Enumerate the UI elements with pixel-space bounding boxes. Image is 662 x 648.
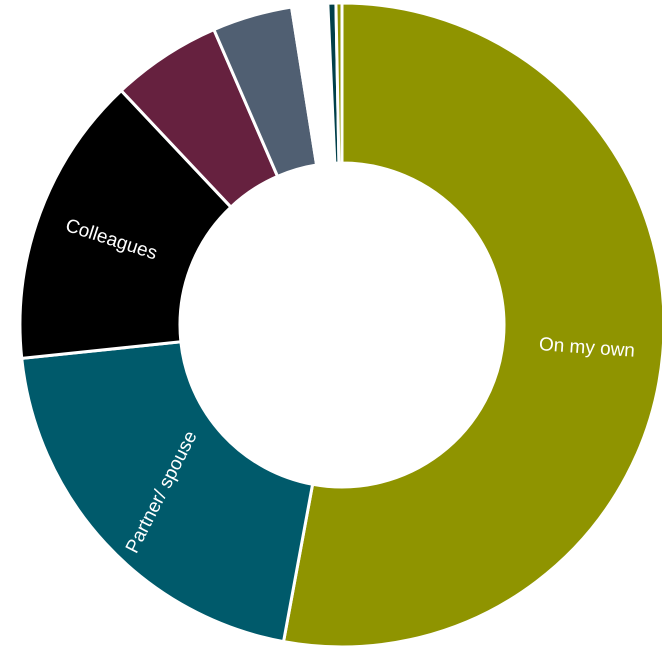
donut-slice-colleagues (18, 88, 234, 361)
donut-slice-partner-spouse (20, 340, 315, 644)
donut-slice-segment-8 (334, 1, 344, 165)
donut-slices (18, 1, 662, 648)
donut-slice-on-my-own (281, 1, 662, 648)
